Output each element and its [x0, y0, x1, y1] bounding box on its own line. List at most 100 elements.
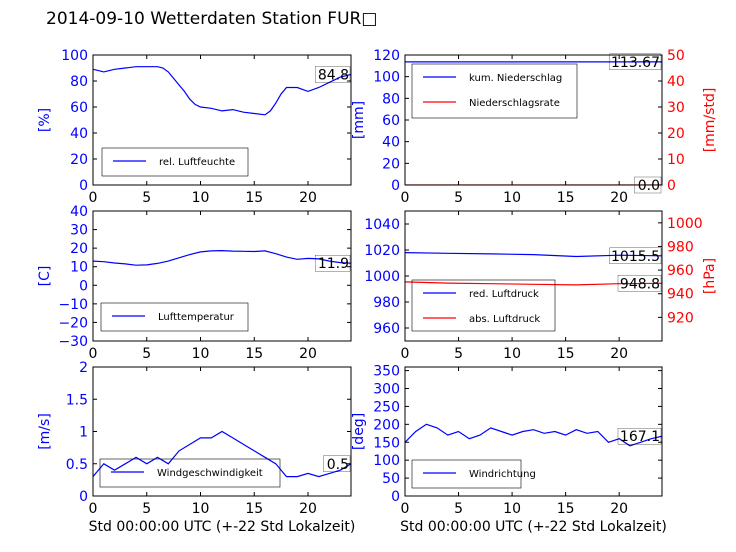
x-tick-label: 0 [401, 190, 410, 206]
series-line-temp-0 [93, 249, 351, 266]
x-tick-label: 10 [192, 190, 210, 206]
legend-box [411, 63, 578, 119]
y-tick-label: 80 [70, 74, 88, 90]
x-tick-label: 5 [142, 501, 151, 517]
y-tick-label: 120 [373, 48, 400, 64]
chart-humidity: 0 5 10 15 20 0 20 40 60 80 100 [%] rel. Luftfeuchte 8… [37, 48, 352, 206]
legend-box [411, 279, 556, 332]
series-line-wind-0 [93, 430, 351, 478]
legend-box [99, 458, 281, 488]
legend-label: red. Luftdruck [469, 289, 539, 300]
series-line-winddir-0 [405, 423, 662, 447]
y-tick-label: 30 [70, 223, 88, 239]
y-axis-label: [deg] [351, 413, 367, 450]
y-right-tick-label: 50 [667, 48, 685, 64]
y-tick-label: 100 [373, 453, 400, 469]
last-value-label-box [315, 255, 351, 272]
y-tick-label: 100 [61, 48, 88, 64]
y-tick-label: −20 [58, 315, 88, 331]
y-axis-label: [m/s] [37, 413, 53, 450]
last-value-label: 84.8 [318, 68, 349, 84]
last-value-label-box [617, 428, 662, 445]
y-tick-label: 80 [382, 91, 400, 107]
y-tick-label: 2 [79, 360, 88, 376]
y-right-tick-label: 1000 [667, 216, 703, 232]
y-tick-label: 300 [373, 382, 400, 398]
legend-label: abs. Luftdruck [469, 314, 540, 325]
legend-label: rel. Luftfeuchte [159, 157, 235, 168]
x-tick-label: 20 [299, 346, 317, 362]
x-tick-label: 0 [89, 346, 98, 362]
y-tick-label: 1.5 [66, 392, 88, 408]
legend-box [411, 459, 522, 489]
x-axis-label: Std 00:00:00 UTC (+-22 Std Lokalzeit) [400, 519, 667, 535]
axes-frame [404, 366, 663, 497]
series-line-pressure-0 [405, 252, 662, 258]
last-value-label-box [315, 66, 351, 83]
last-value-label: 113.67 [611, 55, 660, 71]
x-tick-label: 10 [192, 501, 210, 517]
x-tick-label: 5 [454, 190, 463, 206]
y-right-tick-label: 20 [667, 126, 685, 142]
x-tick-label: 0 [89, 501, 98, 517]
y-tick-label: 0 [79, 178, 88, 194]
y-right-tick-label: 0 [667, 178, 676, 194]
y-tick-label: 0 [79, 278, 88, 294]
y-tick-label: 20 [70, 241, 88, 257]
x-tick-label: 10 [503, 190, 521, 206]
y-tick-label: 350 [373, 364, 400, 380]
x-tick-label: 20 [610, 501, 628, 517]
x-tick-label: 0 [401, 346, 410, 362]
y-tick-label: −10 [58, 297, 88, 313]
x-tick-label: 15 [557, 346, 575, 362]
y-tick-label: 1040 [364, 217, 400, 233]
legend-box [101, 147, 249, 177]
y-tick-label: 100 [373, 70, 400, 86]
last-value-right-label: 0.0 [638, 178, 660, 194]
y-axis-label: [C] [37, 266, 53, 287]
y-right-tick-label: 980 [667, 239, 694, 255]
last-value-right-label: 948.8 [620, 276, 660, 292]
y-tick-label: 10 [70, 260, 88, 276]
x-tick-label: 10 [503, 346, 521, 362]
x-tick-label: 5 [454, 501, 463, 517]
last-value-label: 11.9 [318, 256, 349, 272]
y-tick-label: 0.5 [66, 457, 88, 473]
y-tick-label: 0 [391, 489, 400, 505]
chart-pressure: 0 5 10 15 20 960 980 1000 1020 1040 920 940 960 980 10… [364, 210, 718, 362]
y-axis-label: [mm] [351, 101, 367, 139]
x-tick-label: 20 [610, 346, 628, 362]
y-right-tick-label: 10 [667, 152, 685, 168]
y-tick-label: 200 [373, 417, 400, 433]
last-value-label: 167.1 [620, 429, 660, 445]
x-tick-label: 10 [503, 501, 521, 517]
x-tick-label: 15 [557, 501, 575, 517]
last-value-label: 1015.5 [611, 249, 660, 265]
y-tick-label: 0 [79, 489, 88, 505]
y-right-tick-label: 920 [667, 310, 694, 326]
y-tick-label: 40 [70, 126, 88, 142]
x-tick-label: 20 [299, 501, 317, 517]
y-tick-label: 0 [391, 178, 400, 194]
y-right-tick-label: 30 [667, 100, 685, 116]
y-right-axis-label: [hPa] [702, 258, 718, 294]
y-tick-label: 40 [70, 204, 88, 220]
chart-precip: 0 5 10 15 20 0 20 40 60 80 100 120 0 10 20 30 40 50 [mm] [m… [351, 48, 718, 206]
axes-frame [92, 210, 352, 342]
series-line-pressure-1 [405, 281, 662, 286]
last-value-label-box [609, 247, 662, 265]
last-value-label-box [609, 53, 662, 71]
x-tick-label: 15 [245, 346, 263, 362]
series-line-humidity-0 [93, 66, 351, 116]
legend-label: Windgeschwindigkeit [157, 468, 263, 479]
last-value-right-label-box [634, 176, 662, 194]
y-right-tick-label: 960 [667, 263, 694, 279]
x-tick-label: 0 [401, 501, 410, 517]
y-tick-label: 20 [70, 152, 88, 168]
x-axis-label: Std 00:00:00 UTC (+-22 Std Lokalzeit) [89, 519, 356, 535]
y-tick-label: 50 [382, 471, 400, 487]
x-tick-label: 20 [610, 190, 628, 206]
legend-label: Windrichtung [469, 469, 536, 480]
